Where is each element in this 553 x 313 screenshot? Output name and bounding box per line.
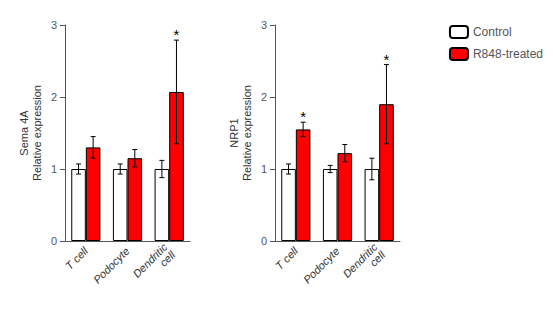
svg-text:NRP1: NRP1 [228,118,240,147]
svg-text:0: 0 [51,235,57,247]
svg-text:cell: cell [367,248,388,269]
svg-text:3: 3 [51,19,57,31]
svg-text:1: 1 [261,163,267,175]
svg-text:Relative expression: Relative expression [241,85,253,181]
svg-text:Control: Control [473,25,512,39]
svg-text:R848-treated: R848-treated [473,47,543,61]
svg-text:T cell: T cell [273,244,300,271]
svg-text:T cell: T cell [63,244,90,271]
svg-text:cell: cell [157,248,178,269]
svg-text:Podocyte: Podocyte [91,245,132,286]
svg-text:Dendritic: Dendritic [130,240,170,280]
svg-text:0: 0 [261,235,267,247]
svg-text:Podocyte: Podocyte [301,245,342,286]
svg-text:2: 2 [51,91,57,103]
svg-text:Sema 4A: Sema 4A [18,110,30,156]
svg-text:*: * [384,51,390,68]
svg-text:3: 3 [261,19,267,31]
svg-text:Relative expression: Relative expression [31,85,43,181]
svg-text:2: 2 [261,91,267,103]
svg-text:1: 1 [51,163,57,175]
svg-text:*: * [300,108,306,125]
svg-text:*: * [174,26,180,43]
svg-text:Dendritic: Dendritic [340,240,380,280]
